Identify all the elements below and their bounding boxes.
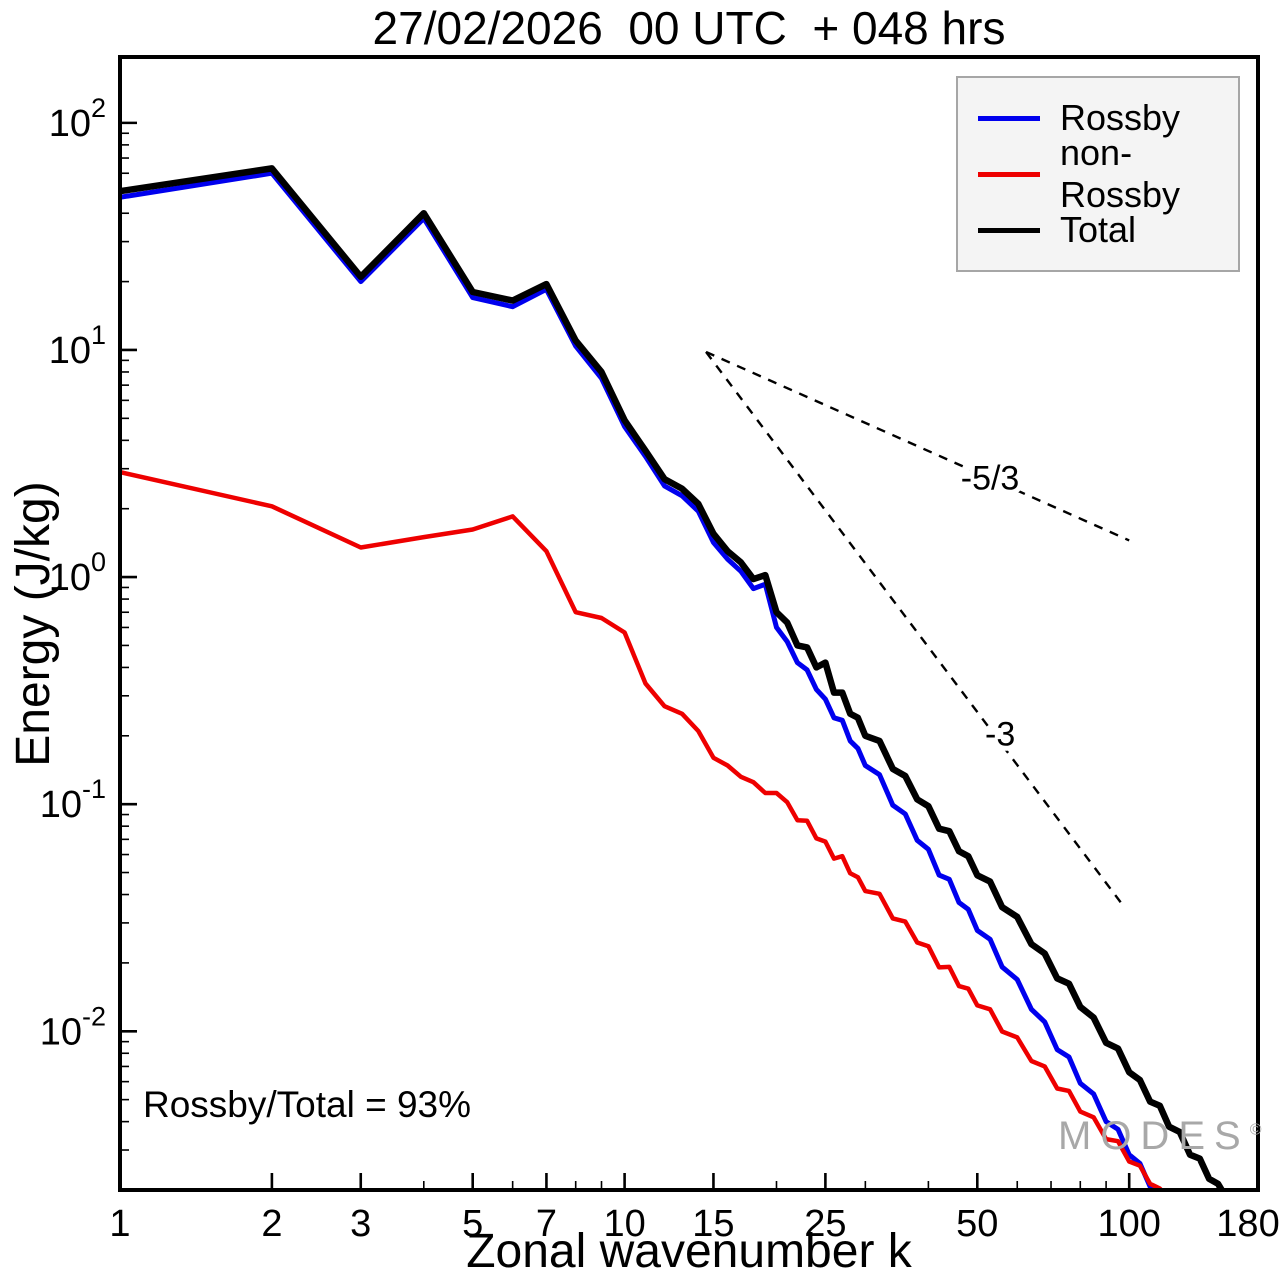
plot-frame xyxy=(118,55,1260,1192)
x-tick-label: 15 xyxy=(692,1203,734,1245)
x-tick-label: 50 xyxy=(956,1203,998,1245)
x-tick-label: 100 xyxy=(1097,1203,1160,1245)
x-tick-label: 2 xyxy=(261,1203,282,1245)
x-tick-label: 5 xyxy=(462,1203,483,1245)
series-Total xyxy=(120,165,1226,1190)
x-tick-label: 10 xyxy=(603,1203,645,1245)
legend-label-non-rossby: non-Rossby xyxy=(1060,132,1181,215)
series-Rossby xyxy=(120,170,1155,1190)
legend-label-rossby: Rossby xyxy=(1060,97,1181,138)
slope-labels: -5/3 -3 xyxy=(956,454,1025,758)
x-axis-label: Zonal wavenumber k xyxy=(466,1225,912,1278)
y-tick-label: 10-1 xyxy=(40,774,106,826)
legend-line-rossby xyxy=(978,115,1040,121)
modes-watermark-mark: © xyxy=(1249,1121,1262,1139)
series-lines xyxy=(120,165,1226,1190)
figure-title: 27/02/2026 00 UTC + 048 hrs xyxy=(372,2,1006,54)
rossby-total-ratio-text: Rossby/Total = 93% xyxy=(143,1084,472,1125)
y-axis-ticks: 102 101 100 10-1 10-2 xyxy=(40,93,137,1151)
x-tick-label: 1 xyxy=(109,1203,130,1245)
x-tick-label: 180 xyxy=(1216,1203,1279,1245)
modes-watermark: MODES© xyxy=(1058,1114,1261,1159)
legend: Rossby non-Rossby Total xyxy=(956,76,1240,272)
y-tick-label: 102 xyxy=(49,93,106,145)
legend-label-total: Total xyxy=(1060,209,1137,250)
legend-item-rossby: Rossby xyxy=(978,90,1238,146)
x-tick-label: 25 xyxy=(804,1203,846,1245)
y-tick-label: 100 xyxy=(49,547,106,599)
x-axis-ticks: 1 2 3 5 7 10 15 25 50 100 180 xyxy=(109,1173,1280,1245)
x-tick-label: 3 xyxy=(350,1203,371,1245)
legend-line-total xyxy=(978,227,1040,233)
slope-label: -3 xyxy=(985,715,1015,753)
legend-item-total: Total xyxy=(978,202,1238,258)
slope-label: -5/3 xyxy=(961,459,1020,497)
reference-slope-lines xyxy=(705,350,1130,909)
y-tick-label: 101 xyxy=(49,320,106,372)
x-tick-label: 7 xyxy=(536,1203,557,1245)
modes-watermark-text: MODES xyxy=(1058,1114,1250,1158)
legend-line-non-rossby xyxy=(978,171,1040,177)
legend-item-non-rossby: non-Rossby xyxy=(978,132,1238,215)
y-tick-label: 10-2 xyxy=(40,1001,106,1053)
series-non-Rossby xyxy=(120,469,1165,1190)
